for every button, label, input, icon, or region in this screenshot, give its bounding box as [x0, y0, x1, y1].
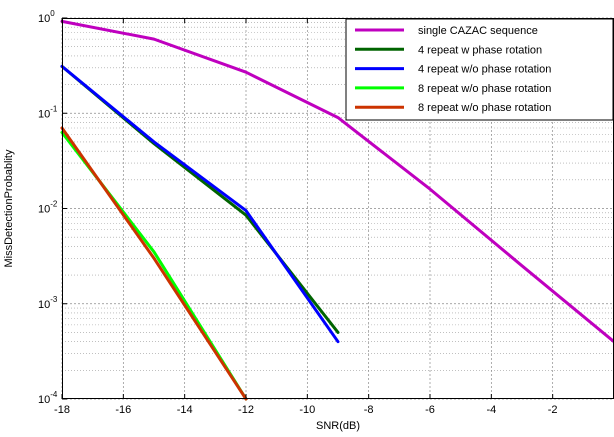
y-tick-label: 10-4	[38, 390, 58, 406]
y-tick-base: 10	[38, 108, 50, 120]
y-tick-label: 100	[38, 9, 55, 25]
legend-label-1: single CAZAC sequence	[418, 25, 538, 37]
series-line-1	[60, 19, 614, 344]
x-tick-label: -14	[177, 404, 193, 416]
x-tick-label: -4	[486, 404, 496, 416]
x-tick-labels: -18 -16 -14 -12 -10 -8 -6 -4 -2	[54, 404, 558, 416]
y-tick-base: 10	[38, 394, 50, 406]
x-tick-label: -10	[299, 404, 315, 416]
x-tick-label: -18	[54, 404, 70, 416]
y-axis-label: MissDetectionProbablity	[3, 149, 15, 267]
y-tick-label: 10-2	[38, 200, 58, 216]
y-tick-label: 10-3	[38, 295, 58, 311]
legend-label-2: 4 repeat w phase rotation	[418, 44, 542, 56]
legend-label-4: 8 repeat w/o phase rotation	[418, 83, 551, 95]
y-tick-exponent: 0	[50, 9, 55, 18]
y-tick-base: 10	[38, 204, 50, 216]
y-tick-base: 10	[38, 299, 50, 311]
x-tick-label: -16	[115, 404, 131, 416]
series-line-5	[60, 126, 248, 401]
y-tick-label: 10-1	[38, 104, 58, 120]
x-axis-label: SNR(dB)	[316, 420, 360, 432]
y-tick-exponent: -1	[50, 104, 58, 113]
legend-label-3: 4 repeat w/o phase rotation	[418, 64, 551, 76]
y-tick-base: 10	[38, 13, 50, 25]
x-tick-label: -6	[425, 404, 435, 416]
legend-label-5: 8 repeat w/o phase rotation	[418, 102, 551, 114]
y-tick-exponent: -2	[50, 200, 58, 209]
legend: single CAZAC sequence 4 repeat w phase ro…	[345, 18, 614, 121]
x-tick-label: -2	[548, 404, 558, 416]
x-tick-label: -12	[238, 404, 254, 416]
x-tick-label: -8	[364, 404, 374, 416]
series-line-3	[60, 64, 340, 344]
y-tick-exponent: -3	[50, 295, 58, 304]
y-tick-exponent: -4	[50, 390, 58, 399]
series-layer	[60, 19, 614, 401]
